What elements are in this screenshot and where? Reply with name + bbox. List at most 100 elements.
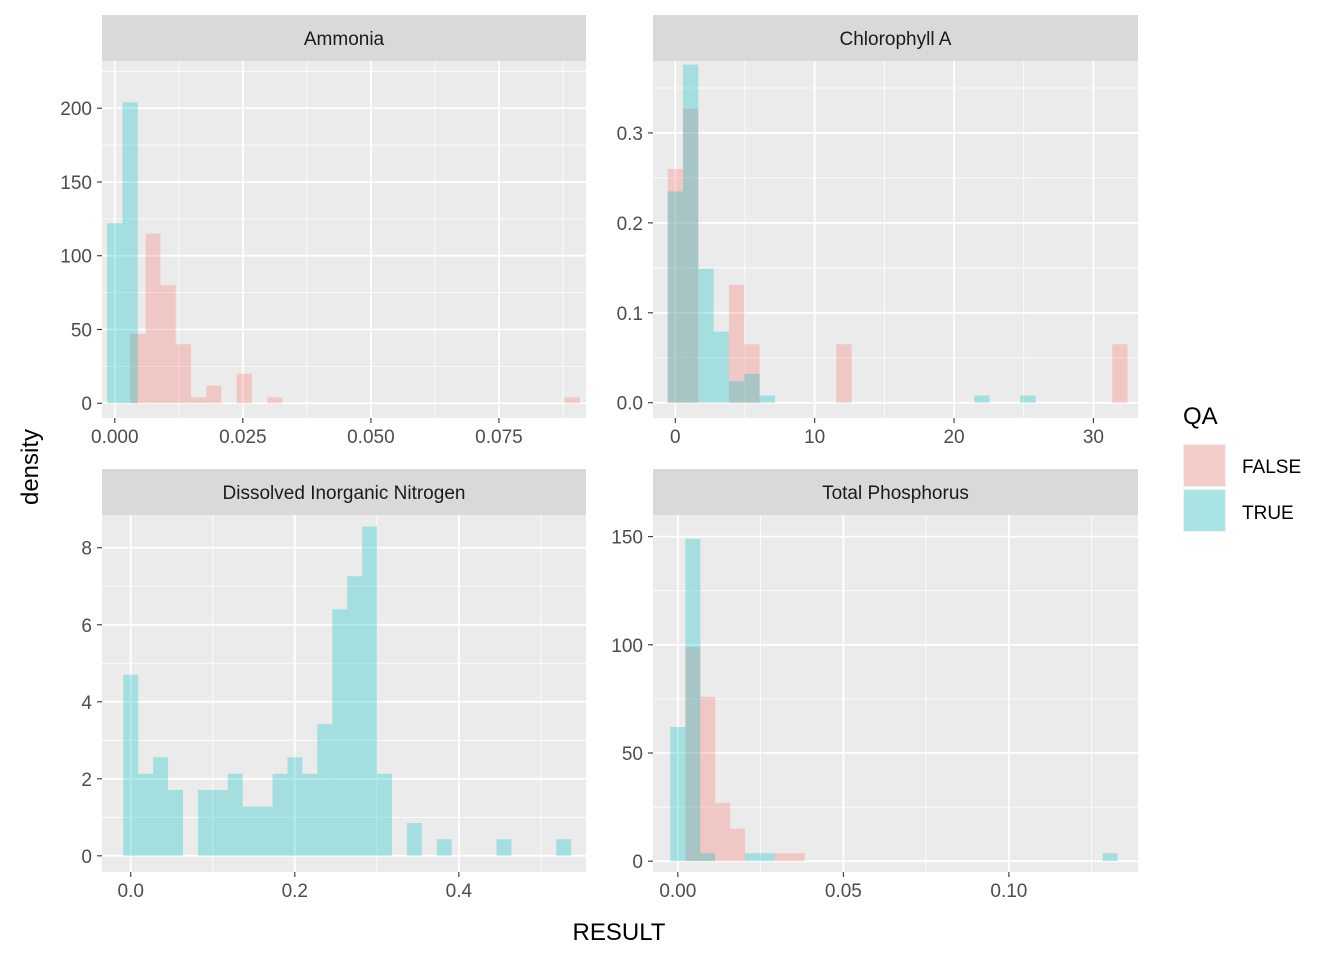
y-tick-label-dissolved-inorganic-nitrogen: 8 <box>81 539 92 560</box>
facet-chlorophyll-a: Chlorophyll A 0 10 20 30 0.0 0.1 0.2 0.3 <box>617 15 1138 448</box>
histogram-bar-dissolved-inorganic-nitrogen-true-11 <box>302 773 318 856</box>
x-tick-label-dissolved-inorganic-nitrogen: 0.2 <box>282 881 308 902</box>
histogram-bar-chlorophyll-a-false-0 <box>667 168 683 403</box>
histogram-bar-chlorophyll-a-true-5 <box>744 373 760 403</box>
legend-label-true: TRUE <box>1242 503 1294 524</box>
y-tick-label-chlorophyll-a: 0.0 <box>617 394 643 415</box>
histogram-bar-chlorophyll-a-true-8 <box>1020 395 1036 403</box>
y-tick-label-chlorophyll-a: 0.1 <box>617 304 643 325</box>
facet-strip-total-phosphorus <box>653 469 1138 515</box>
histogram-bar-dissolved-inorganic-nitrogen-true-5 <box>212 789 228 856</box>
y-axis-title: density <box>17 429 44 505</box>
histogram-bar-chlorophyll-a-true-3 <box>713 331 729 403</box>
y-tick-label-ammonia: 150 <box>60 173 92 194</box>
histogram-bar-dissolved-inorganic-nitrogen-true-13 <box>332 609 348 856</box>
legend-key-false <box>1184 445 1225 486</box>
histogram-bar-total-phosphorus-false-0 <box>685 646 701 862</box>
histogram-bar-dissolved-inorganic-nitrogen-true-7 <box>242 806 258 856</box>
x-tick-label-total-phosphorus: 0.10 <box>990 881 1027 902</box>
histogram-bar-chlorophyll-a-true-2 <box>698 268 714 403</box>
histogram-bar-chlorophyll-a-false-1 <box>682 108 699 403</box>
y-tick-label-dissolved-inorganic-nitrogen: 0 <box>81 847 92 868</box>
histogram-bar-chlorophyll-a-false-5 <box>1112 344 1128 403</box>
histogram-bar-total-phosphorus-true-2 <box>700 853 716 862</box>
x-tick-label-dissolved-inorganic-nitrogen: 0.4 <box>446 881 473 902</box>
x-tick-label-chlorophyll-a: 20 <box>943 427 964 448</box>
facet-strip-label-total-phosphorus: Total Phosphorus <box>822 483 969 504</box>
y-tick-label-total-phosphorus: 150 <box>611 528 643 549</box>
histogram-bar-dissolved-inorganic-nitrogen-true-18 <box>436 839 452 856</box>
histogram-bar-ammonia-true-0 <box>107 223 123 404</box>
histogram-bar-dissolved-inorganic-nitrogen-true-2 <box>153 757 169 856</box>
y-tick-label-total-phosphorus: 50 <box>622 744 643 765</box>
histogram-bar-ammonia-true-1 <box>122 102 138 404</box>
y-tick-label-ammonia: 200 <box>60 99 92 120</box>
x-tick-label-ammonia: 0.000 <box>91 427 139 448</box>
facet-strip-ammonia <box>102 15 586 61</box>
legend-label-false: FALSE <box>1242 457 1301 478</box>
panel-background-total-phosphorus <box>653 515 1138 872</box>
y-tick-label-ammonia: 0 <box>81 394 92 415</box>
legend-title: QA <box>1183 403 1218 430</box>
panel-background-ammonia <box>102 61 586 418</box>
histogram-bar-ammonia-false-7 <box>267 397 283 404</box>
histogram-bar-dissolved-inorganic-nitrogen-true-19 <box>496 839 512 856</box>
histogram-bar-dissolved-inorganic-nitrogen-true-6 <box>227 773 243 856</box>
y-tick-label-ammonia: 50 <box>71 320 92 341</box>
histogram-bar-ammonia-false-0 <box>130 333 146 404</box>
histogram-bar-total-phosphorus-true-3 <box>745 853 775 862</box>
histogram-bar-ammonia-false-1 <box>145 233 161 404</box>
histogram-bar-chlorophyll-a-false-2 <box>728 284 745 403</box>
x-tick-label-chlorophyll-a: 0 <box>670 427 681 448</box>
histogram-bar-chlorophyll-a-false-4 <box>836 344 852 403</box>
histogram-bar-dissolved-inorganic-nitrogen-true-17 <box>406 823 422 856</box>
histogram-bar-total-phosphorus-true-0 <box>670 727 686 862</box>
histogram-bar-chlorophyll-a-false-3 <box>744 344 760 403</box>
x-tick-label-chlorophyll-a: 10 <box>804 427 825 448</box>
y-tick-label-total-phosphorus: 0 <box>632 852 643 873</box>
x-tick-label-ammonia: 0.075 <box>475 427 523 448</box>
histogram-bar-chlorophyll-a-true-7 <box>974 395 990 403</box>
histogram-bar-total-phosphorus-true-4 <box>1102 853 1118 862</box>
histogram-bar-ammonia-false-4 <box>191 397 207 404</box>
histogram-bar-dissolved-inorganic-nitrogen-true-20 <box>556 839 572 856</box>
histogram-bar-dissolved-inorganic-nitrogen-true-12 <box>317 724 333 856</box>
x-tick-label-ammonia: 0.050 <box>347 427 395 448</box>
legend-key-false-bg <box>1183 444 1226 487</box>
histogram-bar-dissolved-inorganic-nitrogen-true-1 <box>138 773 154 856</box>
histogram-bar-dissolved-inorganic-nitrogen-true-8 <box>257 806 273 856</box>
x-tick-label-total-phosphorus: 0.05 <box>825 881 862 902</box>
histogram-bar-dissolved-inorganic-nitrogen-true-15 <box>362 526 378 856</box>
facet-ammonia: Ammonia 0.000 0.025 0.050 0.075 0 50 100 150 200 <box>60 15 586 448</box>
histogram-bar-chlorophyll-a-true-4 <box>728 381 745 403</box>
panel-background-chlorophyll-a <box>653 61 1138 418</box>
legend-key-true-bg <box>1183 489 1226 532</box>
panel-background-dissolved-inorganic-nitrogen <box>102 515 586 872</box>
facet-strip-label-ammonia: Ammonia <box>304 29 385 50</box>
legend: QA FALSE TRUE <box>1183 403 1301 532</box>
histogram-bar-dissolved-inorganic-nitrogen-true-0 <box>123 674 139 856</box>
histogram-bar-dissolved-inorganic-nitrogen-true-16 <box>377 773 392 856</box>
histogram-bar-dissolved-inorganic-nitrogen-true-4 <box>197 789 213 856</box>
y-tick-label-dissolved-inorganic-nitrogen: 4 <box>81 693 92 714</box>
histogram-bar-total-phosphorus-false-2 <box>715 802 731 862</box>
histogram-bar-dissolved-inorganic-nitrogen-true-3 <box>168 789 183 856</box>
histogram-bar-chlorophyll-a-true-1 <box>682 64 699 403</box>
histogram-bar-total-phosphorus-true-1 <box>685 538 701 862</box>
facet-strip-chlorophyll-a <box>653 15 1138 61</box>
y-tick-label-dissolved-inorganic-nitrogen: 6 <box>81 616 92 637</box>
histogram-bar-chlorophyll-a-true-0 <box>667 191 683 403</box>
facet-dissolved-inorganic-nitrogen: Dissolved Inorganic Nitrogen 0.0 0.2 0.4 0 2 4… <box>81 469 586 902</box>
x-tick-label-dissolved-inorganic-nitrogen: 0.0 <box>118 881 144 902</box>
histogram-bar-ammonia-false-2 <box>160 285 176 404</box>
y-tick-label-ammonia: 100 <box>60 247 92 268</box>
x-tick-label-total-phosphorus: 0.00 <box>659 881 696 902</box>
x-tick-label-chlorophyll-a: 30 <box>1083 427 1104 448</box>
y-tick-label-dissolved-inorganic-nitrogen: 2 <box>81 770 92 791</box>
x-axis-title: RESULT <box>573 919 666 946</box>
facet-strip-label-chlorophyll-a: Chlorophyll A <box>840 29 952 50</box>
x-tick-label-ammonia: 0.025 <box>219 427 267 448</box>
y-tick-label-chlorophyll-a: 0.3 <box>617 124 643 145</box>
histogram-bar-total-phosphorus-false-4 <box>774 853 805 862</box>
